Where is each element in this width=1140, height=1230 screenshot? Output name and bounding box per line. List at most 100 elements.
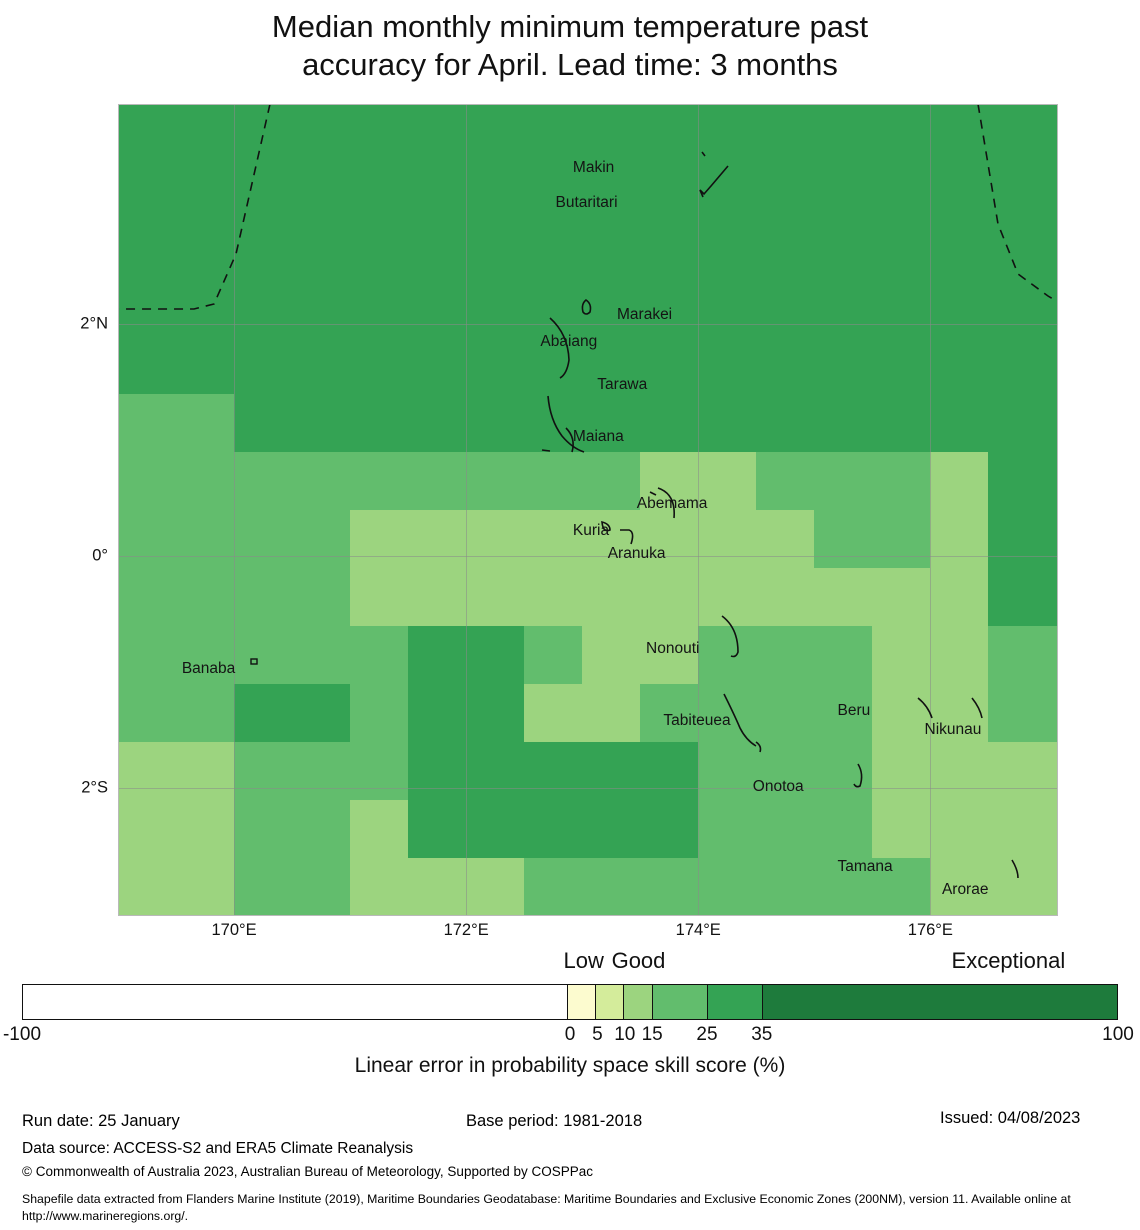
- heatmap-cell: [466, 220, 525, 279]
- colorbar-segment: [623, 985, 652, 1019]
- aranuka-outline: [620, 529, 634, 545]
- heatmap-cell: [118, 278, 177, 337]
- heatmap-cell: [698, 452, 757, 511]
- title-line-1: Median monthly minimum temperature past: [271, 9, 869, 44]
- gridline-vertical: [698, 104, 700, 916]
- colorbar-caption: Low: [563, 948, 604, 973]
- heatmap-cell: [930, 336, 989, 395]
- heatmap-cell: [756, 220, 815, 279]
- heatmap-cell: [524, 510, 583, 569]
- heatmap-cell: [756, 742, 815, 801]
- colorbar-tick-label: -100: [2, 1024, 42, 1045]
- heatmap-cell: [756, 278, 815, 337]
- heatmap-cell: [872, 220, 931, 279]
- heatmap-cell: [118, 220, 177, 279]
- heatmap-cell: [698, 278, 757, 337]
- island-label: Nonouti: [646, 640, 700, 658]
- heatmap-cell: [234, 162, 293, 221]
- longitude-tick-label: 170°E: [211, 921, 257, 939]
- island-label: Onotoa: [752, 778, 804, 796]
- copyright-text: © Commonwealth of Australia 2023, Austra…: [22, 1164, 594, 1179]
- heatmap-cell: [872, 394, 931, 453]
- heatmap-cell: [408, 394, 467, 453]
- heatmap-cell: [756, 104, 815, 163]
- colorbar-segment: [567, 985, 596, 1019]
- heatmap-cell: [988, 162, 1058, 221]
- heatmap-cell: [756, 510, 815, 569]
- heatmap-cell: [292, 336, 351, 395]
- colorbar-segment: [23, 985, 568, 1019]
- heatmap-cell: [118, 626, 177, 685]
- heatmap-cell: [756, 800, 815, 859]
- heatmap-cell: [698, 104, 757, 163]
- heatmap-cell: [814, 452, 873, 511]
- heatmap-cell: [582, 452, 641, 511]
- island-label: Maiana: [572, 427, 624, 445]
- heatmap-cell: [350, 336, 409, 395]
- heatmap-cell: [930, 568, 989, 627]
- heatmap-cell: [814, 510, 873, 569]
- heatmap-cell: [640, 104, 699, 163]
- heatmap-cell: [640, 278, 699, 337]
- heatmap-cell: [176, 568, 235, 627]
- page-title: Median monthly minimum temperature past …: [0, 8, 1140, 84]
- heatmap-cell: [930, 104, 989, 163]
- heatmap-cell: [988, 626, 1058, 685]
- latitude-tick-label: 0°: [92, 546, 108, 565]
- heatmap-cell: [408, 452, 467, 511]
- heatmap-cell: [350, 162, 409, 221]
- heatmap-cell: [582, 220, 641, 279]
- heatmap-cell: [640, 568, 699, 627]
- heatmap-cell: [524, 452, 583, 511]
- heatmap-cell: [640, 220, 699, 279]
- heatmap-cell: [466, 858, 525, 916]
- heatmap-cell: [176, 626, 235, 685]
- heatmap-cell: [118, 800, 177, 859]
- heatmap-cell: [988, 452, 1058, 511]
- heatmap-cell: [234, 568, 293, 627]
- heatmap-cell: [408, 568, 467, 627]
- heatmap-cell: [176, 684, 235, 743]
- heatmap-cell: [698, 162, 757, 221]
- heatmap-cell: [698, 742, 757, 801]
- heatmap-cell: [988, 394, 1058, 453]
- heatmap-cell: [408, 510, 467, 569]
- tabiteuea-outline: [723, 693, 762, 753]
- gridline-horizontal: [118, 324, 1058, 326]
- heatmap-cell: [756, 394, 815, 453]
- heatmap-cell: [698, 336, 757, 395]
- abaiang-outline: [549, 317, 570, 379]
- heatmap-cell: [698, 800, 757, 859]
- island-label: Abaiang: [540, 332, 598, 350]
- banaba-outline: [250, 658, 258, 665]
- heatmap-cell: [118, 104, 177, 163]
- heatmap-cell: [582, 800, 641, 859]
- gridline-vertical: [466, 104, 468, 916]
- heatmap-cell: [234, 510, 293, 569]
- heatmap-cell: [176, 278, 235, 337]
- heatmap-cell: [756, 452, 815, 511]
- heatmap-cell: [698, 684, 757, 743]
- heatmap-cell: [466, 278, 525, 337]
- heatmap-cell: [466, 162, 525, 221]
- onotoa-outline: [853, 763, 863, 788]
- heatmap-cell: [988, 858, 1058, 916]
- heatmap-cell: [176, 510, 235, 569]
- heatmap-cell: [408, 278, 467, 337]
- heatmap-cell: [292, 684, 351, 743]
- heatmap-cell: [524, 278, 583, 337]
- heatmap-cell: [930, 684, 989, 743]
- heatmap-cell: [698, 394, 757, 453]
- heatmap-cell: [524, 858, 583, 916]
- island-label: Nikunau: [924, 721, 982, 739]
- heatmap-cell: [756, 336, 815, 395]
- heatmap-cell: [698, 220, 757, 279]
- heatmap-cell: [292, 278, 351, 337]
- heatmap-cell: [814, 800, 873, 859]
- heatmap-cell: [640, 626, 699, 685]
- data-source-text: Data source: ACCESS-S2 and ERA5 Climate …: [22, 1140, 414, 1157]
- heatmap-cell: [350, 104, 409, 163]
- heatmap-cell: [872, 336, 931, 395]
- heatmap-cell: [466, 394, 525, 453]
- heatmap-cell: [988, 104, 1058, 163]
